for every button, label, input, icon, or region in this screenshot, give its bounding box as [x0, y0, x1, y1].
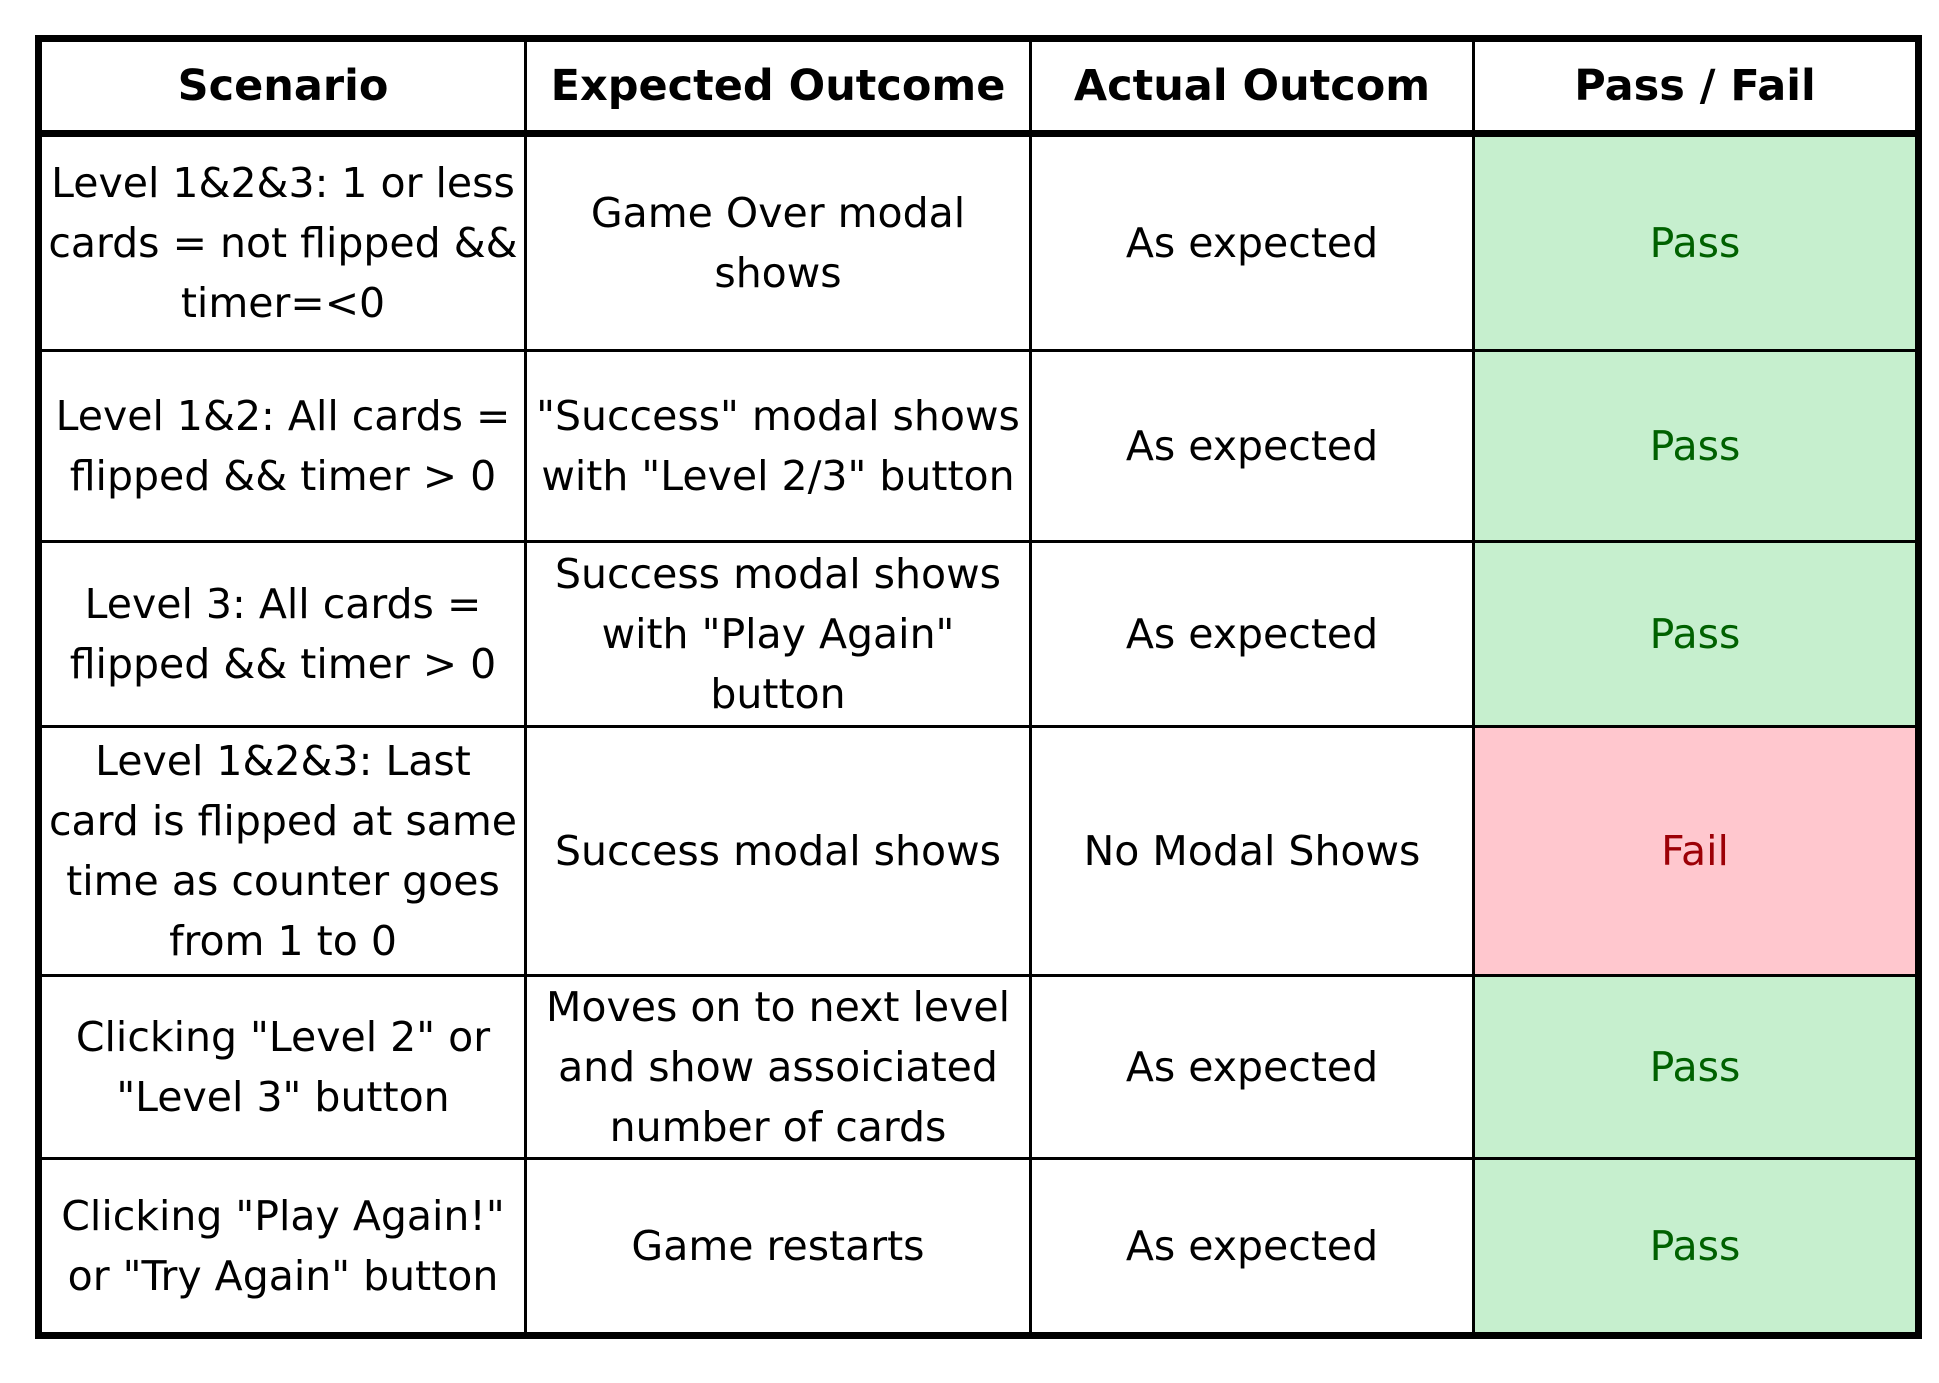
expected-outcome-cell: Success modal shows	[524, 725, 1032, 977]
expected-outcome-cell: Game Over modal shows	[524, 132, 1032, 352]
result-cell: Fail	[1472, 725, 1920, 977]
header-actual-outcome: Actual Outcom	[1029, 37, 1475, 137]
scenario-cell: Level 3: All cards = flipped && timer > …	[37, 540, 527, 728]
expected-outcome-cell: Game restarts	[524, 1157, 1032, 1337]
result-cell: Pass	[1472, 1157, 1920, 1337]
actual-outcome-cell: No Modal Shows	[1029, 725, 1475, 977]
scenario-cell: Level 1&2&3: 1 or less cards = not flipp…	[37, 132, 527, 352]
header-expected-outcome: Expected Outcome	[524, 37, 1032, 137]
actual-outcome-cell: As expected	[1029, 974, 1475, 1160]
result-cell: Pass	[1472, 540, 1920, 728]
actual-outcome-cell: As expected	[1029, 132, 1475, 352]
table-row: Level 1&2&3: 1 or less cards = not flipp…	[37, 132, 1920, 352]
scenario-cell: Clicking "Level 2" or "Level 3" button	[37, 974, 527, 1160]
actual-outcome-cell: As expected	[1029, 540, 1475, 728]
table-body: Level 1&2&3: 1 or less cards = not flipp…	[37, 132, 1920, 1337]
scenario-cell: Clicking "Play Again!" or "Try Again" bu…	[37, 1157, 527, 1337]
result-cell: Pass	[1472, 132, 1920, 352]
table-row: Clicking "Level 2" or "Level 3" button M…	[37, 974, 1920, 1160]
table-row: Level 3: All cards = flipped && timer > …	[37, 540, 1920, 728]
scenario-cell: Level 1&2&3: Last card is flipped at sam…	[37, 725, 527, 977]
header-row: Scenario Expected Outcome Actual Outcom …	[37, 37, 1920, 137]
expected-outcome-cell: Moves on to next level and show assoicia…	[524, 974, 1032, 1160]
actual-outcome-cell: As expected	[1029, 349, 1475, 543]
expected-outcome-cell: "Success" modal shows with "Level 2/3" b…	[524, 349, 1032, 543]
header-pass-fail: Pass / Fail	[1472, 37, 1920, 137]
actual-outcome-cell: As expected	[1029, 1157, 1475, 1337]
result-cell: Pass	[1472, 974, 1920, 1160]
expected-outcome-cell: Success modal shows with "Play Again" bu…	[524, 540, 1032, 728]
scenario-cell: Level 1&2: All cards = flipped && timer …	[37, 349, 527, 543]
table-row: Level 1&2: All cards = flipped && timer …	[37, 349, 1920, 543]
header-scenario: Scenario	[37, 37, 527, 137]
table-row: Level 1&2&3: Last card is flipped at sam…	[37, 725, 1920, 977]
result-cell: Pass	[1472, 349, 1920, 543]
table-row: Clicking "Play Again!" or "Try Again" bu…	[37, 1157, 1920, 1337]
test-results-table: Scenario Expected Outcome Actual Outcom …	[35, 35, 1922, 1339]
table-header: Scenario Expected Outcome Actual Outcom …	[37, 37, 1920, 137]
